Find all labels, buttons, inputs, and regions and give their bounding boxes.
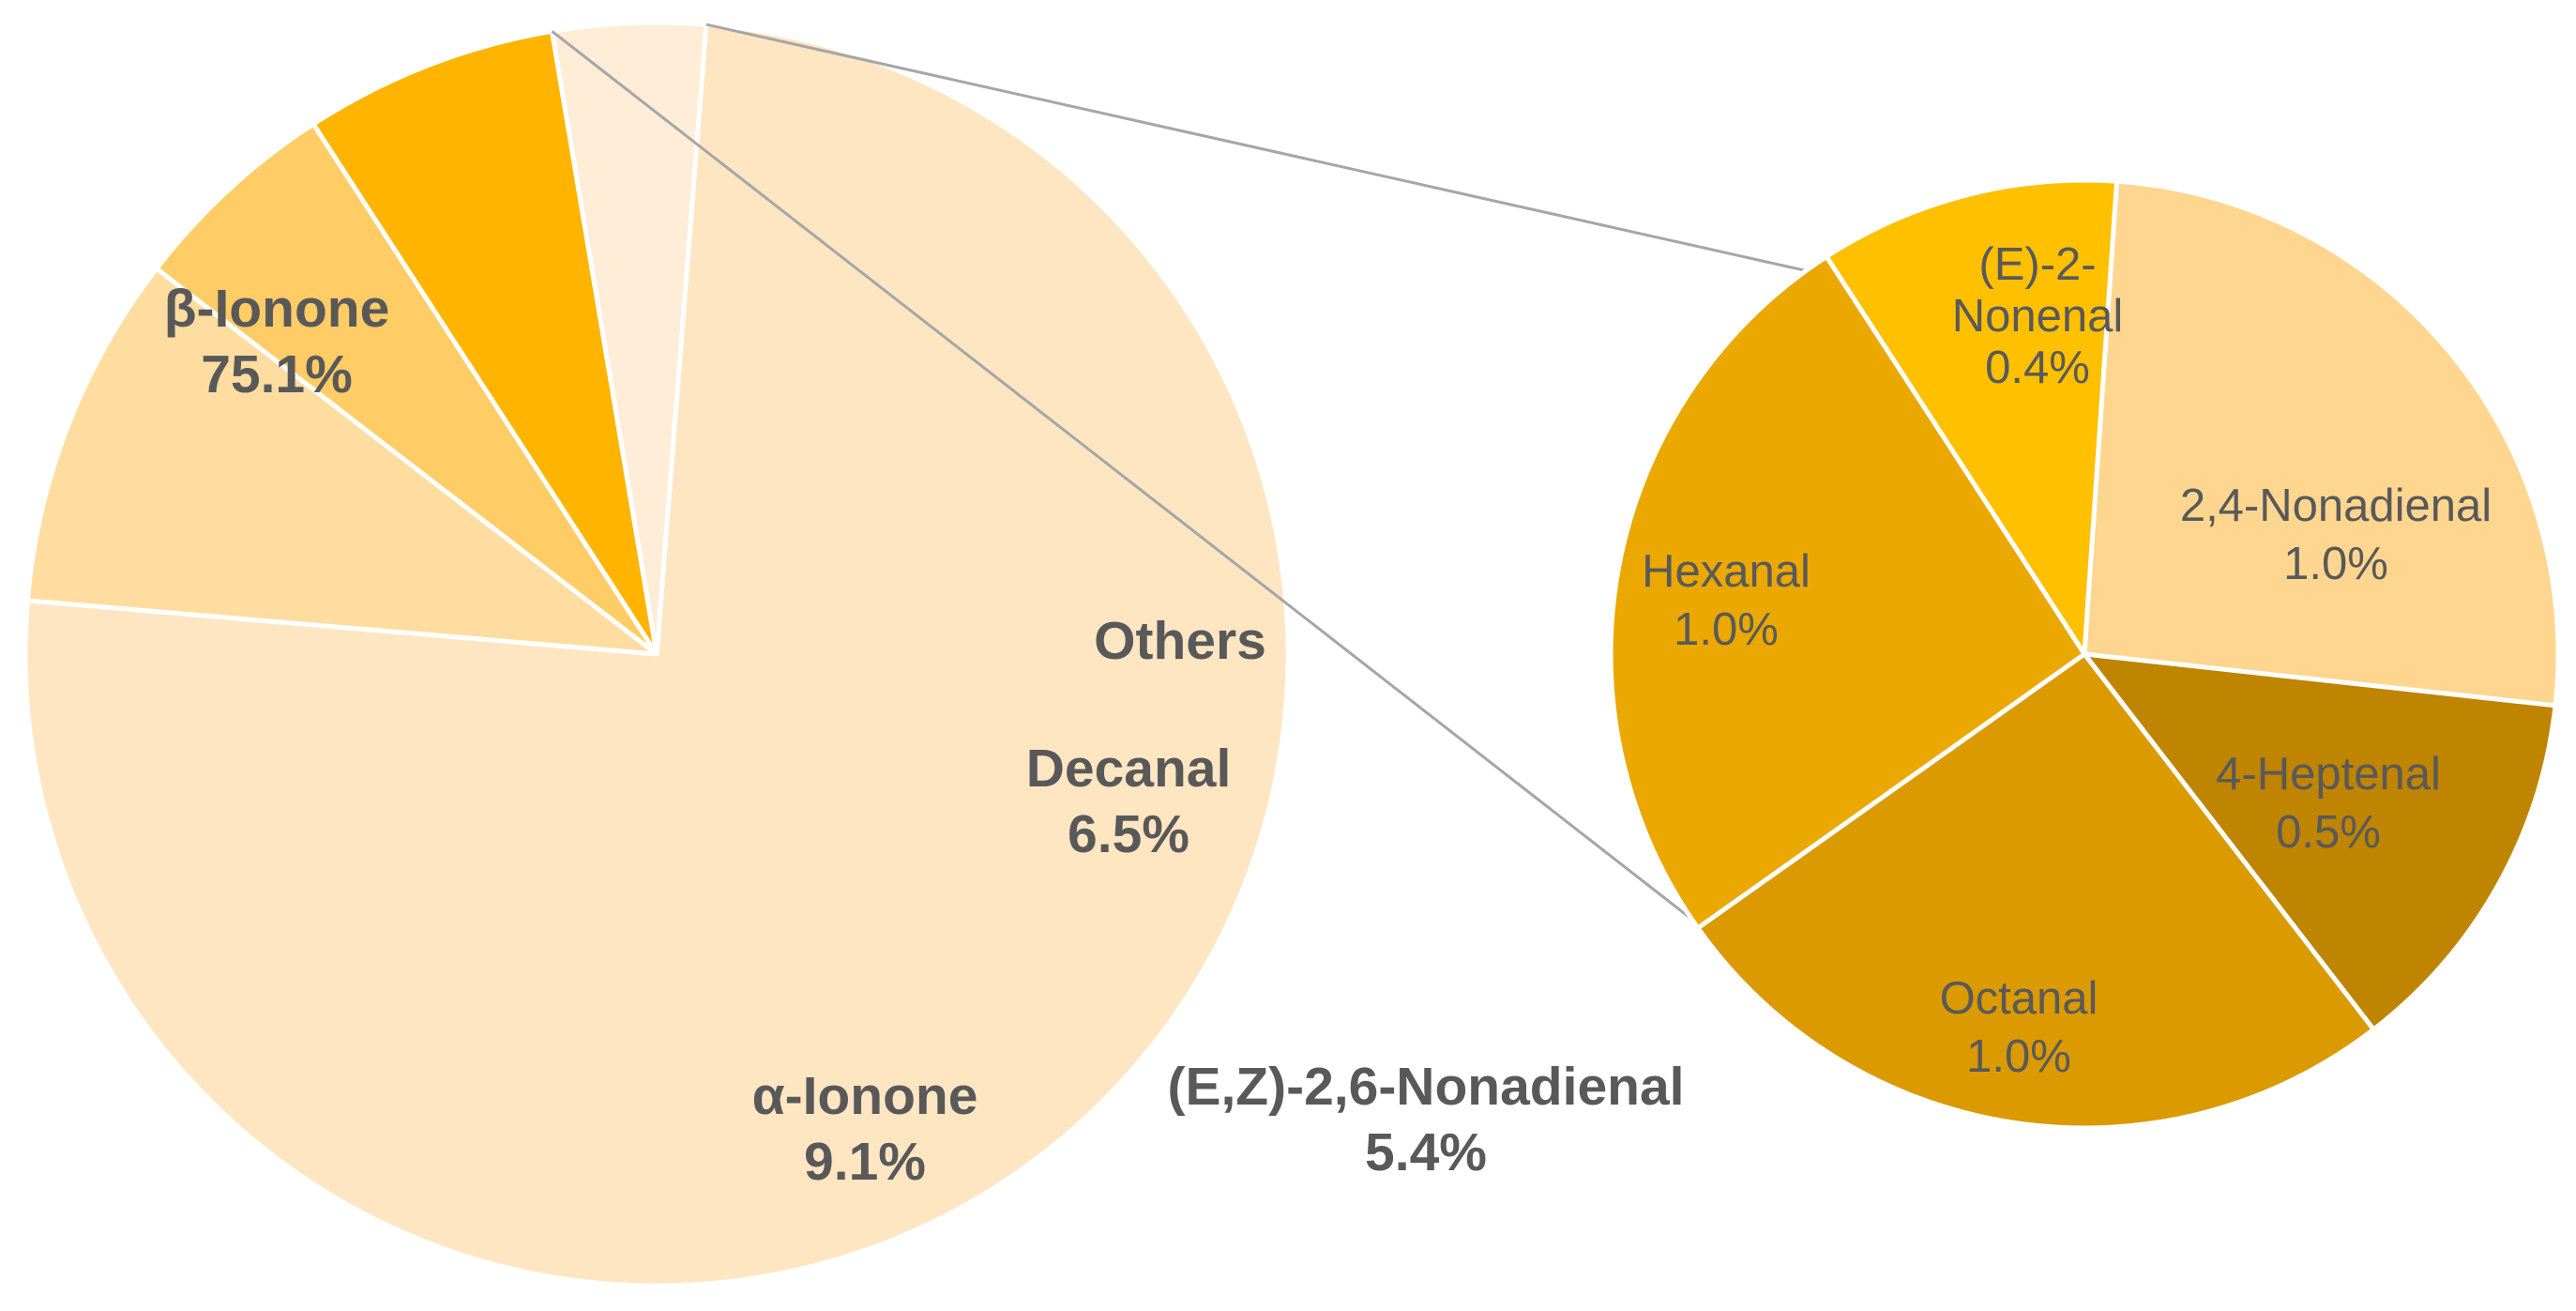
connector-line-top [705, 23, 1807, 272]
main-label-ionone-name: α-Ionone [752, 1066, 978, 1126]
sec-slice-2-4-nonadienal [2082, 178, 2561, 709]
sec-slice-e-2-nonenal [1824, 177, 2120, 657]
main-label-e-z-2-6-nonadienal-name: (E,Z)-2,6-Nonadienal [1167, 1057, 1684, 1117]
sec-label-octanal-value: 1.0% [1966, 1031, 2071, 1082]
main-label-ionone-value: 9.1% [804, 1132, 926, 1192]
main-slice-ionone [24, 266, 659, 657]
main-label-decanal-value: 6.5% [1068, 804, 1190, 864]
secondary-pie [1608, 177, 2561, 1131]
connector-line-bottom [551, 30, 1693, 921]
main-label-e-z-2-6-nonadienal-value: 5.4% [1365, 1122, 1487, 1182]
sec-label-2-4-nonadienal-name-1: 2,4-Nonadienal [2180, 480, 2492, 531]
main-label-ionone-name: β-Ionone [164, 279, 390, 339]
sec-label-hexanal-name-1: Hexanal [1642, 546, 1811, 597]
sec-label-4-heptenal-name-1: 4-Heptenal [2216, 749, 2441, 800]
sec-slice-hexanal [1608, 253, 2087, 931]
sec-slice-octanal [1695, 651, 2376, 1131]
sec-label-e-2-nonenal-name-2: Nonenal [1952, 291, 2124, 342]
sec-label-hexanal-value: 1.0% [1674, 604, 1779, 655]
sec-label-e-2-nonenal-value: 0.4% [1985, 343, 2090, 393]
connector-lines [551, 23, 1807, 921]
main-label-others-name: Others [1094, 611, 1266, 671]
sec-label-2-4-nonadienal-value: 1.0% [2283, 539, 2388, 589]
main-pie [23, 20, 1291, 1288]
main-label-decanal-name: Decanal [1026, 739, 1232, 799]
main-slice-e-z-2-6-nonadienal [154, 121, 659, 657]
sec-label-octanal-name-1: Octanal [1940, 973, 2099, 1024]
sec-label-e-2-nonenal-name-1: (E)-2- [1978, 239, 2096, 290]
sec-label-4-heptenal-value: 0.5% [2276, 807, 2381, 858]
main-label-ionone-value: 75.1% [201, 344, 353, 404]
sec-slice-4-heptenal [2082, 651, 2558, 1032]
main-slice-decanal [311, 28, 659, 657]
